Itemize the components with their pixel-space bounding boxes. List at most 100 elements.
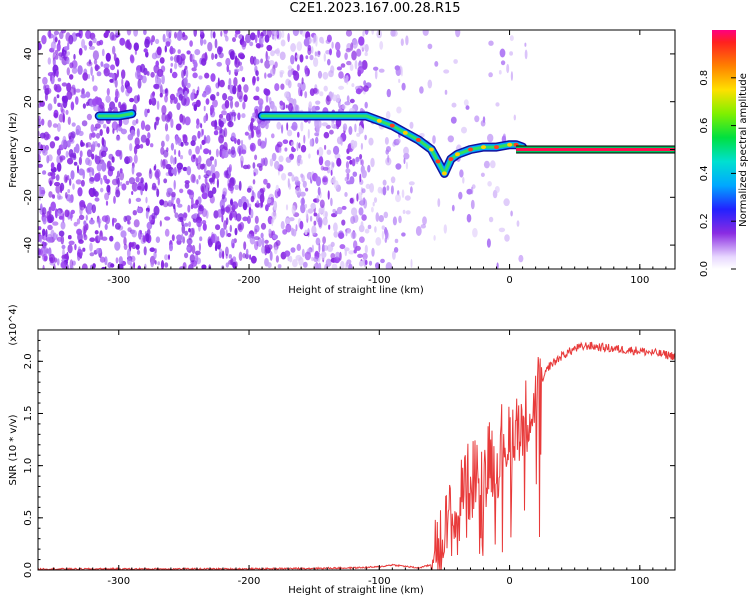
noise-blob [318,207,323,215]
noise-blob [264,72,267,79]
noise-blob [345,168,351,174]
noise-blob [206,135,211,144]
noise-blob [59,156,63,163]
noise-blob [144,182,148,192]
noise-blob [350,231,357,240]
noise-blob [395,163,402,170]
noise-blob [234,137,237,144]
noise-blob [228,49,235,57]
noise-blob [288,80,292,89]
noise-blob [189,254,196,263]
noise-blob [96,40,101,46]
noise-blob [227,95,234,101]
noise-blob [405,35,409,46]
noise-blob [130,129,136,137]
noise-blob [231,111,237,117]
noise-blob [404,195,411,201]
noise-blob [61,52,65,59]
noise-blob [174,212,179,219]
noise-blob [205,98,210,105]
noise-blob [121,102,127,113]
noise-blob [105,52,111,62]
noise-blob [183,77,188,86]
noise-blob [292,98,297,106]
noise-blob [200,36,204,47]
noise-blob [170,98,173,104]
noise-blob [203,174,210,179]
noise-blob [375,237,382,246]
noise-blob [364,44,369,53]
noise-blob [185,68,189,79]
noise-blob [201,58,207,66]
noise-blob [400,66,403,77]
noise-blob [210,233,216,244]
noise-blob [316,195,320,204]
noise-blob [109,78,115,83]
noise-blob [279,51,286,61]
noise-blob [278,146,282,153]
noise-blob [266,182,271,189]
noise-blob [455,30,461,38]
noise-blob [102,123,107,129]
noise-blob [125,180,130,186]
noise-blob [73,221,78,227]
noise-blob [85,91,91,98]
ridge-hotspot [481,145,486,150]
noise-blob [182,212,187,222]
noise-blob [330,241,335,247]
noise-blob [369,183,374,193]
noise-blob [71,84,76,90]
noise-blob [96,163,102,172]
noise-blob [165,134,170,142]
noise-blob [356,132,361,137]
noise-blob [60,261,67,269]
noise-blob [89,242,93,252]
noise-blob [385,111,391,120]
noise-blob [134,70,141,80]
noise-blob [329,48,332,56]
noise-blob [313,57,319,67]
noise-blob [189,227,195,238]
noise-blob [375,212,380,222]
noise-blob [287,103,294,112]
noise-blob [71,67,78,74]
noise-blob [50,201,56,212]
noise-blob [104,192,110,201]
noise-blob [97,143,101,148]
noise-blob [164,254,169,261]
snr-plot-area [38,341,675,570]
noise-blob [238,147,241,157]
noise-blob [342,123,348,131]
noise-blob [123,215,127,223]
noise-blob [95,132,101,139]
noise-blob [55,69,59,78]
noise-blob [173,207,176,214]
noise-blob [382,186,387,196]
noise-blob [90,132,96,138]
noise-blob [344,101,351,106]
noise-blob [168,254,170,260]
noise-blob [94,123,101,129]
noise-blob [153,251,157,260]
noise-blob [78,214,85,220]
noise-blob [380,258,385,264]
noise-blob [296,41,303,52]
noise-blob [194,250,201,256]
noise-blob [60,221,66,230]
noise-blob [114,79,118,88]
noise-blob [202,163,206,169]
noise-blob [184,252,189,259]
noise-blob [214,158,217,168]
noise-blob [322,236,326,245]
noise-blob [38,42,42,51]
noise-blob [278,155,284,163]
noise-blob [164,94,168,103]
noise-blob [327,190,330,200]
noise-blob [249,235,256,245]
noise-blob [256,200,259,205]
noise-blob [299,81,306,92]
noise-blob [402,209,406,214]
noise-blob [299,220,304,230]
noise-blob [295,187,302,196]
noise-blob [365,183,371,189]
